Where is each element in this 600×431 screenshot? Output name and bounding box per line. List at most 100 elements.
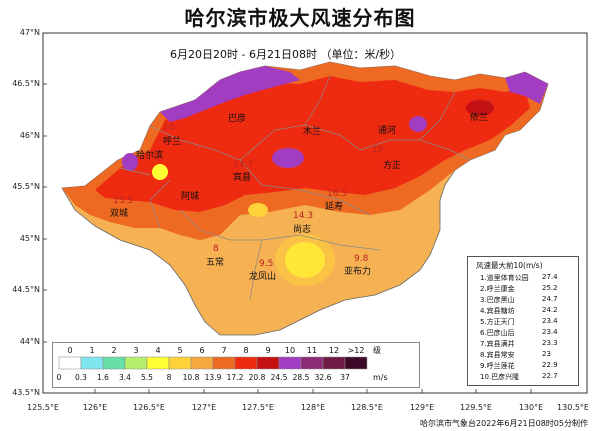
legend-speed-label: 0.3: [75, 373, 87, 382]
legend-speed-label: 17.2: [227, 373, 244, 382]
place-label-bayan: 巴彦: [228, 114, 247, 124]
region-level4-center: [248, 203, 268, 217]
legend-swatch: [80, 356, 104, 370]
ranking-row: 6.巴彦山后 23.4: [480, 328, 572, 338]
legend-swatch: [124, 356, 148, 370]
ranking-value: 24.2: [542, 306, 558, 314]
region-level10-harbin: [122, 153, 138, 171]
legend-swatch: [278, 356, 302, 370]
legend-swatch: [300, 356, 324, 370]
ranking-row: 3.巴彦黑山 24.7: [480, 295, 572, 305]
legend-grade-label: 6: [199, 346, 204, 355]
legend-speed-label: 28.5: [293, 373, 310, 382]
legend-grade-label: 11: [307, 346, 317, 355]
legend-swatch: [322, 356, 346, 370]
legend-grade-label: 10: [285, 346, 295, 355]
legend-speed-label: 20.8: [249, 373, 266, 382]
legend-speed-label: 37: [340, 373, 350, 382]
legend-swatch: [212, 356, 236, 370]
place-label-hulan: 呼兰: [163, 137, 182, 147]
map-title: 哈尔滨市极大风速分布图: [184, 6, 416, 30]
ranking-row: 8.宾县常安 23: [480, 350, 572, 360]
x-tick-label: 125.5°E: [27, 403, 59, 412]
legend-speed-label: 0: [57, 373, 62, 382]
y-tick-label: 44°N: [19, 337, 40, 346]
region-level9-yilan: [466, 100, 494, 116]
y-tick-label: 46°N: [19, 131, 40, 140]
x-tick-label: 126°E: [82, 403, 108, 412]
ranking-row: 7.宾县满井 23.3: [480, 339, 572, 349]
station-value: 14.3: [293, 211, 314, 221]
station-value: 10: [163, 123, 175, 133]
legend-grade-label: 4: [155, 346, 160, 355]
legend-speed-label: 1.6: [97, 373, 109, 382]
place-label-mulan: 木兰: [303, 127, 322, 137]
legend-speed-label: 10.8: [183, 373, 200, 382]
region-level10-tonghe: [409, 116, 427, 132]
region-level10-east: [505, 72, 548, 104]
ranking-value: 23.4: [542, 317, 558, 325]
x-tick-label: 127°E: [191, 403, 217, 412]
legend-swatch: [344, 356, 368, 370]
y-tick-label: 45°N: [19, 234, 40, 243]
station-value: 16.5: [327, 189, 348, 199]
legend-swatch: [102, 356, 126, 370]
legend-scale: 0 1 2 3 4 5 6 7 8 9 10 11 12 >12 级0 0.3 1.6 3.4 5.5 8 10.8 13…: [57, 345, 388, 382]
ranking-row: 4.宾县糖坊 24.2: [480, 306, 572, 316]
axis-ticks: [43, 32, 532, 393]
y-tick-label: 47°N: [19, 28, 40, 37]
x-tick-label: 129.5°E: [460, 403, 492, 412]
x-tick-label: 127.5°E: [242, 403, 274, 412]
region-level5-south: [275, 234, 335, 286]
ranking-value: 22.7: [542, 372, 558, 380]
legend-speed-label: 3.4: [119, 373, 131, 382]
ranking-station: 10.巴彦兴隆: [480, 373, 520, 381]
legend-swatch: [168, 356, 192, 370]
ranking-value: 24.7: [542, 295, 558, 303]
legend-speed-label: 5.5: [141, 373, 153, 382]
legend-grade-label: 5: [177, 346, 182, 355]
place-label-shangzhi: 尚志: [293, 225, 312, 235]
ranking-station: 8.宾县常安: [480, 351, 515, 359]
station-value: 9.8: [354, 254, 369, 264]
ranking-station: 9.呼兰莲花: [480, 362, 515, 370]
color-legend: 0 1 2 3 4 5 6 7 8 9 10 11 12 >12 级 0 0.3 1.6 3.4 5.5 8 10.8 13…: [52, 342, 420, 388]
x-tick-label: 129°E: [409, 403, 435, 412]
ranking-row: 9.呼兰莲花 22.9: [480, 361, 572, 371]
map-subtitle: 6月20日20时 - 6月21日08时 （单位：米/秒）: [170, 48, 402, 61]
ranking-panel: 风速最大前10(m/s) 1.道里体育公园 27.4 2.呼兰康金 25.2 3…: [467, 256, 579, 386]
place-label-shuangcheng: 双城: [110, 209, 129, 219]
legend-grade-label: 12: [329, 346, 339, 355]
place-label-longfengshan: 龙凤山: [249, 272, 277, 282]
ranking-value: 22.9: [542, 361, 558, 369]
x-tick-label: 128°E: [300, 403, 326, 412]
legend-swatch: [190, 356, 214, 370]
legend-grade-label: 1: [89, 346, 94, 355]
legend-speed-label: 13.9: [205, 373, 222, 382]
y-tick-label: 46.5°N: [12, 79, 40, 88]
ranking-value: 23: [542, 350, 551, 358]
ranking-value: 23.4: [542, 328, 558, 336]
x-tick-label: 130.5°E: [557, 403, 589, 412]
place-label-binxian: 宾县: [233, 173, 252, 183]
ranking-title: 风速最大前10(m/s): [476, 261, 543, 270]
legend-grade-label: 3: [133, 346, 138, 355]
place-label-acheng: 阿城: [181, 192, 200, 202]
region-level10-binxian: [272, 148, 304, 168]
ranking-row: 2.呼兰康金 25.2: [480, 284, 572, 294]
x-tick-label: 128.5°E: [351, 403, 383, 412]
station-value: 13.5: [113, 196, 134, 206]
station-value: 10: [372, 145, 384, 155]
legend-grade-label: 0: [67, 346, 72, 355]
ranking-row: 10.巴彦兴隆 22.7: [480, 372, 572, 382]
legend-swatch: [146, 356, 170, 370]
ranking-row: 5.方正天门 23.4: [480, 317, 572, 327]
legend-swatch: [234, 356, 258, 370]
legend-speed-unit: m/s: [373, 373, 388, 382]
place-label-yabuli: 亚布力: [344, 267, 372, 277]
place-label-yilan: 依兰: [470, 113, 489, 123]
legend-grade-label: 8: [243, 346, 248, 355]
legend-grade-label: 9: [265, 346, 270, 355]
legend-speed-label: 24.5: [271, 373, 288, 382]
